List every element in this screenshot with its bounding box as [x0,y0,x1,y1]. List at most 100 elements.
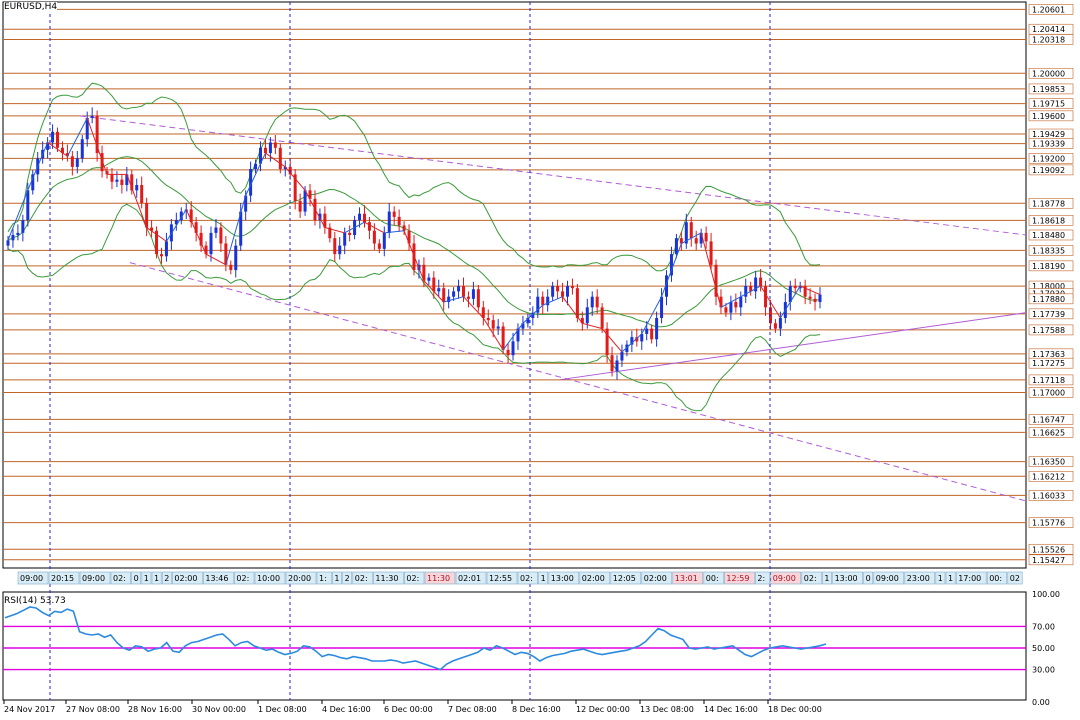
session-marker-text: 2: [757,574,765,583]
session-marker-box [935,571,946,585]
price-label-text: 1.20000 [1032,69,1065,78]
candle-body [739,296,743,308]
candle [734,293,738,313]
candle-body [491,320,495,329]
candle [650,324,654,344]
time-label: 12 Dec 00:00 [576,705,630,714]
candle [115,171,119,188]
session-marker-box [285,571,317,585]
rsi-panel[interactable]: 100.00 70.00 50.00 30.00 0.00 [3,590,1060,707]
candle-body [496,326,500,329]
price-label-box [1028,229,1074,241]
zigzag-segment [562,296,583,324]
candle [259,141,263,172]
candle [214,219,218,239]
zigzag-segment [641,296,663,335]
session-marker-text: 0 [866,574,871,583]
zigzag-segment [542,296,563,306]
candle [635,328,639,347]
candle-body [481,307,485,318]
candle-body [90,115,94,118]
candle [140,176,144,209]
candle [422,257,426,288]
candle [481,300,485,326]
candle-body [462,286,466,297]
candle [85,111,89,147]
candle-body [100,153,104,172]
candle [615,355,619,380]
candle-body [164,241,168,257]
candle [224,236,228,272]
candle-body [531,312,535,318]
session-marker-box [352,571,373,585]
candle-body [749,286,753,292]
candle-body [645,328,649,334]
candle-body [135,184,139,191]
session-marker-box [404,571,425,585]
candle [724,303,728,317]
candle [798,281,802,293]
candle-body [565,286,569,297]
candles[interactable] [6,107,822,380]
candle [570,278,574,295]
candle-body [46,142,50,150]
session-marker-text: 00: [706,574,719,583]
candle-body [506,349,510,356]
candle-body [476,289,480,308]
price-label-text: 1.16625 [1032,428,1065,437]
candle [605,322,609,363]
rsi-panel-border [2,591,1027,701]
candle [813,293,817,311]
candle-body [536,296,540,313]
price-label: 1.16033 [1028,490,1074,501]
candle [556,279,560,299]
price-label-text: 1.15526 [1032,545,1065,554]
trendlines[interactable] [79,115,1027,502]
candle [358,207,362,228]
zigzag-segment [384,230,405,234]
candle-body [541,296,545,306]
candle [75,150,79,174]
support-trendline [559,312,1027,381]
candle-body [56,131,60,148]
candle-body [6,240,10,246]
candle-body [140,184,144,204]
candle-body [526,317,530,324]
price-label-box [1028,138,1074,149]
candle-body [16,232,20,235]
candle [739,291,743,316]
price-label-text: 1.17588 [1032,326,1065,335]
price-label: 1.15776 [1028,517,1074,528]
candle-body [150,227,154,231]
candle-body [605,328,609,356]
candle [546,289,550,312]
candle [749,281,753,296]
candle [620,344,624,367]
candle-body [51,131,55,143]
candle [229,260,233,275]
candle [164,232,168,262]
candle [219,222,223,253]
session-marker-text: 2 [164,574,169,583]
price-label-text: 1.19339 [1032,140,1065,149]
candle [268,137,272,162]
candle-body [229,264,233,271]
candle [273,134,277,155]
candle [501,322,505,355]
candle [516,323,520,350]
rsi-line [4,606,827,671]
session-marker-text: 1 [948,574,953,583]
price-label-box [1028,324,1074,336]
price-label-text: 1.19092 [1032,166,1065,175]
candle-body [754,277,758,292]
candle-body [283,166,287,170]
candle-body [338,245,342,255]
time-label: 27 Nov 08:00 [66,705,120,714]
candle-body [773,323,777,329]
candle [150,220,154,238]
price-label: 1.18190 [1028,260,1074,272]
candle [51,124,55,149]
candle [773,319,777,333]
